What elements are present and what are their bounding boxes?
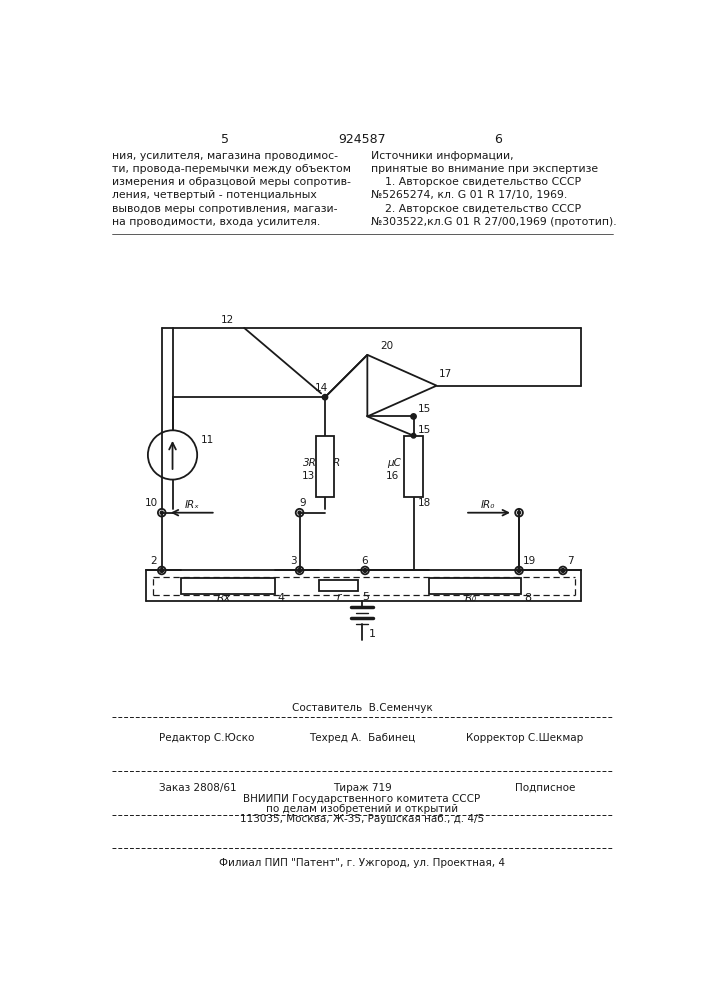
- Text: Составитель  В.Семенчук: Составитель В.Семенчук: [291, 703, 432, 713]
- Text: Заказ 2808/61: Заказ 2808/61: [160, 783, 237, 793]
- FancyBboxPatch shape: [181, 578, 275, 594]
- Text: Редактор С.Юско: Редактор С.Юско: [160, 733, 255, 743]
- FancyBboxPatch shape: [316, 436, 334, 497]
- Text: Тираж 719: Тираж 719: [332, 783, 392, 793]
- Text: 18: 18: [418, 498, 431, 508]
- Text: Подписное: Подписное: [515, 783, 575, 793]
- Text: R₀: R₀: [465, 593, 477, 603]
- Text: μC: μC: [387, 458, 402, 468]
- Text: 5: 5: [221, 133, 229, 146]
- Text: 113035, Москва, Ж-35, Раушская наб., д. 4/5: 113035, Москва, Ж-35, Раушская наб., д. …: [240, 814, 484, 824]
- Circle shape: [411, 433, 416, 438]
- Text: 10: 10: [144, 498, 158, 508]
- Text: 9: 9: [299, 498, 306, 508]
- Circle shape: [298, 511, 301, 514]
- Text: 12: 12: [221, 315, 234, 325]
- Circle shape: [160, 569, 164, 572]
- Text: 17: 17: [439, 369, 452, 379]
- FancyBboxPatch shape: [429, 578, 521, 594]
- Text: Источники информации,
принятые во внимание при экспертизе
    1. Авторское свиде: Источники информации, принятые во вниман…: [371, 151, 617, 227]
- Text: 20: 20: [380, 341, 393, 351]
- Text: 3: 3: [290, 556, 297, 566]
- Text: 3R: 3R: [303, 458, 317, 468]
- Circle shape: [322, 395, 327, 400]
- Text: 15: 15: [418, 425, 431, 435]
- Text: 14: 14: [315, 383, 329, 393]
- Circle shape: [298, 569, 301, 572]
- Text: 6: 6: [494, 133, 502, 146]
- Text: по делам изобретений и открытий: по делам изобретений и открытий: [266, 804, 458, 814]
- Text: R: R: [333, 458, 340, 468]
- Text: 7: 7: [567, 556, 574, 566]
- Text: 16: 16: [385, 471, 399, 481]
- Text: 4: 4: [278, 593, 285, 603]
- Text: 15: 15: [418, 404, 431, 414]
- Text: ния, усилителя, магазина проводимос-
ти, провода-перемычки между объектом
измере: ния, усилителя, магазина проводимос- ти,…: [112, 151, 351, 227]
- Text: 13: 13: [301, 471, 315, 481]
- Text: Филиал ПИП "Патент", г. Ужгород, ул. Проектная, 4: Филиал ПИП "Патент", г. Ужгород, ул. Про…: [219, 858, 505, 868]
- FancyBboxPatch shape: [404, 436, 423, 497]
- Text: 19: 19: [523, 556, 537, 566]
- Text: 2: 2: [151, 556, 158, 566]
- Text: 6: 6: [362, 556, 368, 566]
- Circle shape: [517, 569, 521, 572]
- Circle shape: [363, 569, 367, 572]
- FancyBboxPatch shape: [319, 580, 358, 591]
- Text: IRₓ: IRₓ: [185, 500, 200, 510]
- Circle shape: [518, 511, 520, 514]
- Text: 1: 1: [369, 629, 376, 639]
- Text: ВНИИПИ Государственного комитета СССР: ВНИИПИ Государственного комитета СССР: [243, 794, 481, 804]
- Circle shape: [561, 569, 565, 572]
- Circle shape: [411, 414, 416, 419]
- Text: 924587: 924587: [338, 133, 386, 146]
- Text: Техред А.  Бабинец: Техред А. Бабинец: [309, 733, 415, 743]
- Text: Rx: Rx: [217, 593, 231, 603]
- Text: 8: 8: [524, 593, 531, 603]
- Text: Корректор С.Шекмар: Корректор С.Шекмар: [466, 733, 583, 743]
- Text: 11: 11: [201, 435, 214, 445]
- Text: r: r: [336, 592, 341, 602]
- Circle shape: [160, 511, 163, 514]
- Text: IR₀: IR₀: [481, 500, 496, 510]
- Text: 5: 5: [362, 592, 369, 602]
